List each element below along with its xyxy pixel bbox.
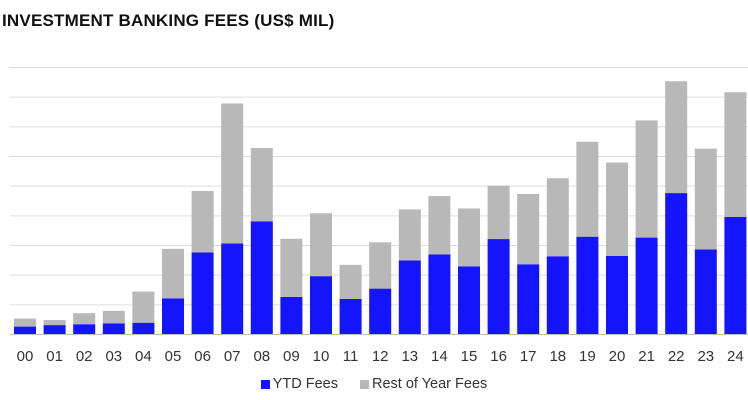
x-tick-label: 11	[343, 348, 359, 365]
bar-rest-of-year-fees-24[interactable]	[724, 92, 747, 217]
bar-rest-of-year-fees-13[interactable]	[398, 209, 421, 261]
bar-rest-of-year-fees-04[interactable]	[132, 291, 155, 323]
bar-rest-of-year-fees-01[interactable]	[43, 320, 66, 326]
bar-ytd-fees-24[interactable]	[724, 216, 747, 334]
bar-rest-of-year-fees-17[interactable]	[517, 193, 540, 265]
bar-ytd-fees-02[interactable]	[73, 324, 96, 334]
x-tick-label: 24	[727, 348, 744, 365]
bar-ytd-fees-12[interactable]	[369, 288, 392, 334]
bar-rest-of-year-fees-16[interactable]	[487, 185, 510, 240]
x-tick-label: 17	[520, 348, 537, 365]
x-tick-label: 19	[579, 348, 596, 365]
bar-ytd-fees-01[interactable]	[43, 325, 66, 334]
x-tick-label: 13	[401, 348, 418, 365]
x-tick-label: 20	[609, 348, 626, 365]
legend: YTD Fees Rest of Year Fees	[0, 376, 748, 392]
legend-label-ytd-fees: YTD Fees	[272, 376, 338, 392]
bar-rest-of-year-fees-05[interactable]	[162, 248, 184, 299]
bar-rest-of-year-fees-09[interactable]	[280, 238, 303, 297]
bar-rest-of-year-fees-02[interactable]	[73, 313, 96, 325]
x-tick-label: 02	[76, 348, 93, 365]
bar-ytd-fees-00[interactable]	[14, 326, 36, 334]
x-tick-label: 04	[135, 348, 152, 365]
bar-ytd-fees-16[interactable]	[487, 239, 510, 334]
bar-ytd-fees-19[interactable]	[576, 236, 599, 334]
bar-ytd-fees-11[interactable]	[339, 298, 362, 334]
bar-rest-of-year-fees-19[interactable]	[576, 141, 599, 237]
bar-rest-of-year-fees-21[interactable]	[635, 120, 658, 238]
bar-ytd-fees-13[interactable]	[398, 260, 421, 334]
legend-swatch-rest-of-year-fees	[360, 379, 369, 389]
bar-rest-of-year-fees-03[interactable]	[102, 310, 125, 324]
bar-rest-of-year-fees-18[interactable]	[546, 178, 569, 257]
x-tick-label: 09	[283, 348, 300, 365]
bar-rest-of-year-fees-10[interactable]	[310, 213, 332, 277]
bar-ytd-fees-07[interactable]	[221, 243, 244, 334]
x-tick-label: 10	[313, 348, 330, 365]
legend-item-ytd-fees[interactable]: YTD Fees	[260, 376, 338, 392]
bar-ytd-fees-09[interactable]	[280, 296, 303, 334]
legend-label-rest-of-year-fees: Rest of Year Fees	[372, 376, 488, 392]
bar-rest-of-year-fees-00[interactable]	[14, 318, 36, 327]
bar-rest-of-year-fees-07[interactable]	[221, 103, 244, 244]
x-tick-label: 05	[165, 348, 182, 365]
bars	[14, 81, 747, 334]
x-tick-label: 14	[431, 348, 448, 365]
bar-rest-of-year-fees-15[interactable]	[458, 208, 480, 267]
bar-ytd-fees-10[interactable]	[310, 276, 332, 334]
bar-ytd-fees-05[interactable]	[162, 298, 184, 334]
legend-swatch-ytd-fees	[260, 379, 270, 389]
x-tick-label: 00	[17, 348, 34, 365]
bar-ytd-fees-23[interactable]	[694, 249, 717, 334]
x-tick-label: 03	[105, 348, 122, 365]
bar-rest-of-year-fees-14[interactable]	[428, 196, 451, 255]
bar-ytd-fees-14[interactable]	[428, 254, 451, 334]
x-tick-label: 12	[372, 348, 389, 365]
bar-ytd-fees-03[interactable]	[102, 323, 125, 334]
bar-rest-of-year-fees-23[interactable]	[694, 148, 717, 250]
bar-ytd-fees-18[interactable]	[546, 256, 569, 334]
bar-rest-of-year-fees-08[interactable]	[250, 147, 273, 222]
x-tick-label: 15	[461, 348, 478, 365]
x-axis-tick-labels: 00 01 02 03 04 05 06 07 08 09 10 11 12 13 14 15 16 17 18 19…	[17, 348, 744, 365]
bar-ytd-fees-17[interactable]	[517, 264, 540, 334]
x-tick-label: 18	[549, 348, 566, 365]
bar-ytd-fees-21[interactable]	[635, 237, 658, 334]
x-tick-label: 08	[253, 348, 270, 365]
legend-item-rest-of-year-fees[interactable]: Rest of Year Fees	[360, 376, 487, 392]
bar-ytd-fees-04[interactable]	[132, 322, 155, 334]
x-tick-label: 16	[490, 348, 507, 365]
x-tick-label: 21	[638, 348, 655, 365]
bar-ytd-fees-20[interactable]	[606, 255, 628, 334]
x-tick-label: 01	[46, 348, 63, 365]
x-tick-label: 06	[194, 348, 211, 365]
bar-rest-of-year-fees-20[interactable]	[606, 162, 628, 256]
bar-rest-of-year-fees-12[interactable]	[369, 242, 392, 289]
x-tick-label: 22	[668, 348, 685, 365]
x-tick-label: 23	[697, 348, 714, 365]
bar-ytd-fees-15[interactable]	[458, 266, 480, 334]
bar-ytd-fees-22[interactable]	[665, 193, 688, 334]
bar-ytd-fees-06[interactable]	[191, 252, 214, 334]
x-tick-label: 07	[224, 348, 241, 365]
bar-rest-of-year-fees-11[interactable]	[339, 264, 362, 299]
bar-rest-of-year-fees-22[interactable]	[665, 81, 688, 194]
bar-rest-of-year-fees-06[interactable]	[191, 191, 214, 253]
bar-ytd-fees-08[interactable]	[250, 221, 273, 334]
stacked-bar-chart: 00 01 02 03 04 05 06 07 08 09 10 11 12 13 14 15 16 17 18 19…	[10, 67, 748, 365]
chart-title: INVESTMENT BANKING FEES (US$ MIL)	[2, 11, 335, 30]
